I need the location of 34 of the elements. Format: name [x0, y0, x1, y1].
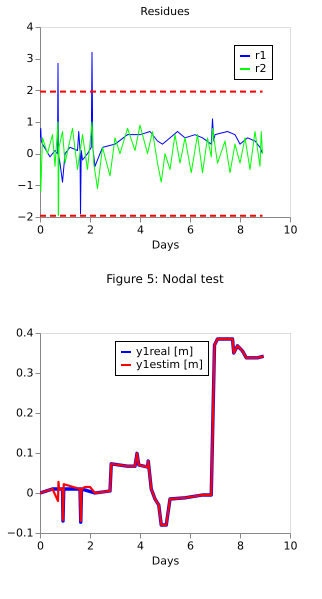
y-tick-label: 1: [26, 116, 34, 128]
legend-label: r2: [255, 62, 267, 75]
legend-label: y1estim [m]: [136, 358, 203, 371]
x-tick-label: 4: [137, 224, 144, 236]
y-tick-label: 2: [26, 84, 34, 97]
y-tick-label: 4: [26, 20, 34, 34]
y-tick-label: −2: [17, 210, 34, 224]
caption: Figure 5: Nodal test: [106, 272, 224, 286]
x-tick-label: 8: [237, 224, 244, 236]
y-tick-label: 0: [26, 486, 34, 500]
x-tick-label: 4: [137, 540, 144, 552]
y-tick-label: 0.4: [16, 326, 34, 340]
x-tick-label: 6: [187, 224, 194, 236]
y-tick-label: 0.3: [16, 366, 34, 380]
x-tick-label: 2: [87, 224, 94, 236]
x-tick-label: 0: [37, 540, 44, 552]
x-tick-label: 6: [187, 540, 194, 552]
x-axis-title: Days: [152, 238, 180, 252]
x-tick-label: 10: [284, 540, 298, 552]
x-axis-title: Days: [152, 554, 180, 568]
y-tick-label: −0.1: [6, 526, 34, 540]
y-tick-label: 0: [26, 147, 34, 160]
chart-title: Residues: [140, 5, 190, 18]
x-tick-label: 2: [87, 540, 94, 552]
legend-label: r1: [255, 49, 267, 62]
y-tick-label: 0.2: [16, 406, 34, 420]
x-tick-label: 8: [237, 540, 244, 552]
y-tick-label: 0.1: [16, 446, 34, 460]
y-tick-label: 3: [26, 52, 34, 66]
x-tick-label: 0: [37, 224, 44, 236]
y-tick-label: −1: [17, 178, 34, 192]
line-series: [40, 122, 263, 216]
legend-label: y1real [m]: [136, 345, 194, 358]
x-tick-label: 10: [284, 224, 298, 236]
